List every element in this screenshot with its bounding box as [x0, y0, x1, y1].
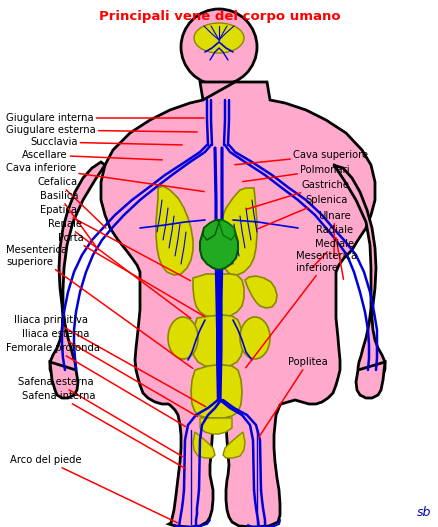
Text: Porta: Porta: [58, 233, 204, 317]
Polygon shape: [223, 432, 244, 458]
Text: Femorale profonda: Femorale profonda: [6, 343, 185, 426]
Text: Giugulare interna: Giugulare interna: [6, 113, 204, 123]
Circle shape: [180, 9, 256, 85]
Text: Mesenterica
inferiore: Mesenterica inferiore: [245, 251, 356, 368]
Polygon shape: [191, 315, 243, 368]
Ellipse shape: [168, 317, 198, 359]
Text: Radiale: Radiale: [315, 225, 352, 279]
Polygon shape: [200, 82, 237, 100]
Polygon shape: [191, 365, 241, 418]
Polygon shape: [219, 220, 234, 240]
Text: Poplitea: Poplitea: [258, 357, 327, 438]
Polygon shape: [355, 362, 384, 398]
Text: Gastriche: Gastriche: [246, 180, 349, 209]
Polygon shape: [193, 274, 244, 318]
Text: Polmonari: Polmonari: [242, 165, 349, 182]
Text: Iliaca primitiva: Iliaca primitiva: [14, 315, 205, 407]
Text: Cava superiore: Cava superiore: [234, 150, 367, 165]
Polygon shape: [332, 165, 384, 381]
Text: Renale: Renale: [48, 219, 191, 318]
Text: Basilica: Basilica: [40, 191, 98, 250]
Text: Cava inferiore: Cava inferiore: [6, 163, 204, 192]
Text: Safena esterna: Safena esterna: [18, 377, 182, 456]
Polygon shape: [200, 418, 231, 434]
Text: Splenica: Splenica: [257, 195, 346, 229]
Text: Succlavia: Succlavia: [30, 137, 182, 147]
Ellipse shape: [194, 23, 244, 53]
Text: Mesenterica
superiore: Mesenterica superiore: [6, 245, 192, 368]
Polygon shape: [218, 188, 256, 275]
Text: Iliaca esterna: Iliaca esterna: [22, 329, 197, 417]
Text: Ascellare: Ascellare: [22, 150, 162, 160]
Text: Cefalica: Cefalica: [38, 177, 106, 228]
Polygon shape: [50, 162, 105, 381]
Polygon shape: [193, 432, 215, 458]
Polygon shape: [244, 276, 276, 308]
Text: Epatica: Epatica: [40, 205, 190, 281]
Polygon shape: [202, 220, 219, 240]
Text: Principali vene del corpo umano: Principali vene del corpo umano: [99, 10, 339, 23]
Polygon shape: [200, 220, 237, 270]
Ellipse shape: [240, 317, 269, 359]
Text: Arco del piede: Arco del piede: [10, 455, 177, 523]
Text: Safena interna: Safena interna: [22, 391, 185, 469]
Text: Giugulare esterna: Giugulare esterna: [6, 125, 197, 135]
Polygon shape: [50, 362, 78, 398]
Polygon shape: [155, 186, 193, 275]
Text: sb: sb: [416, 506, 430, 519]
Text: Mediale: Mediale: [311, 239, 353, 268]
Text: Ulnare: Ulnare: [317, 211, 350, 257]
Polygon shape: [101, 82, 374, 527]
